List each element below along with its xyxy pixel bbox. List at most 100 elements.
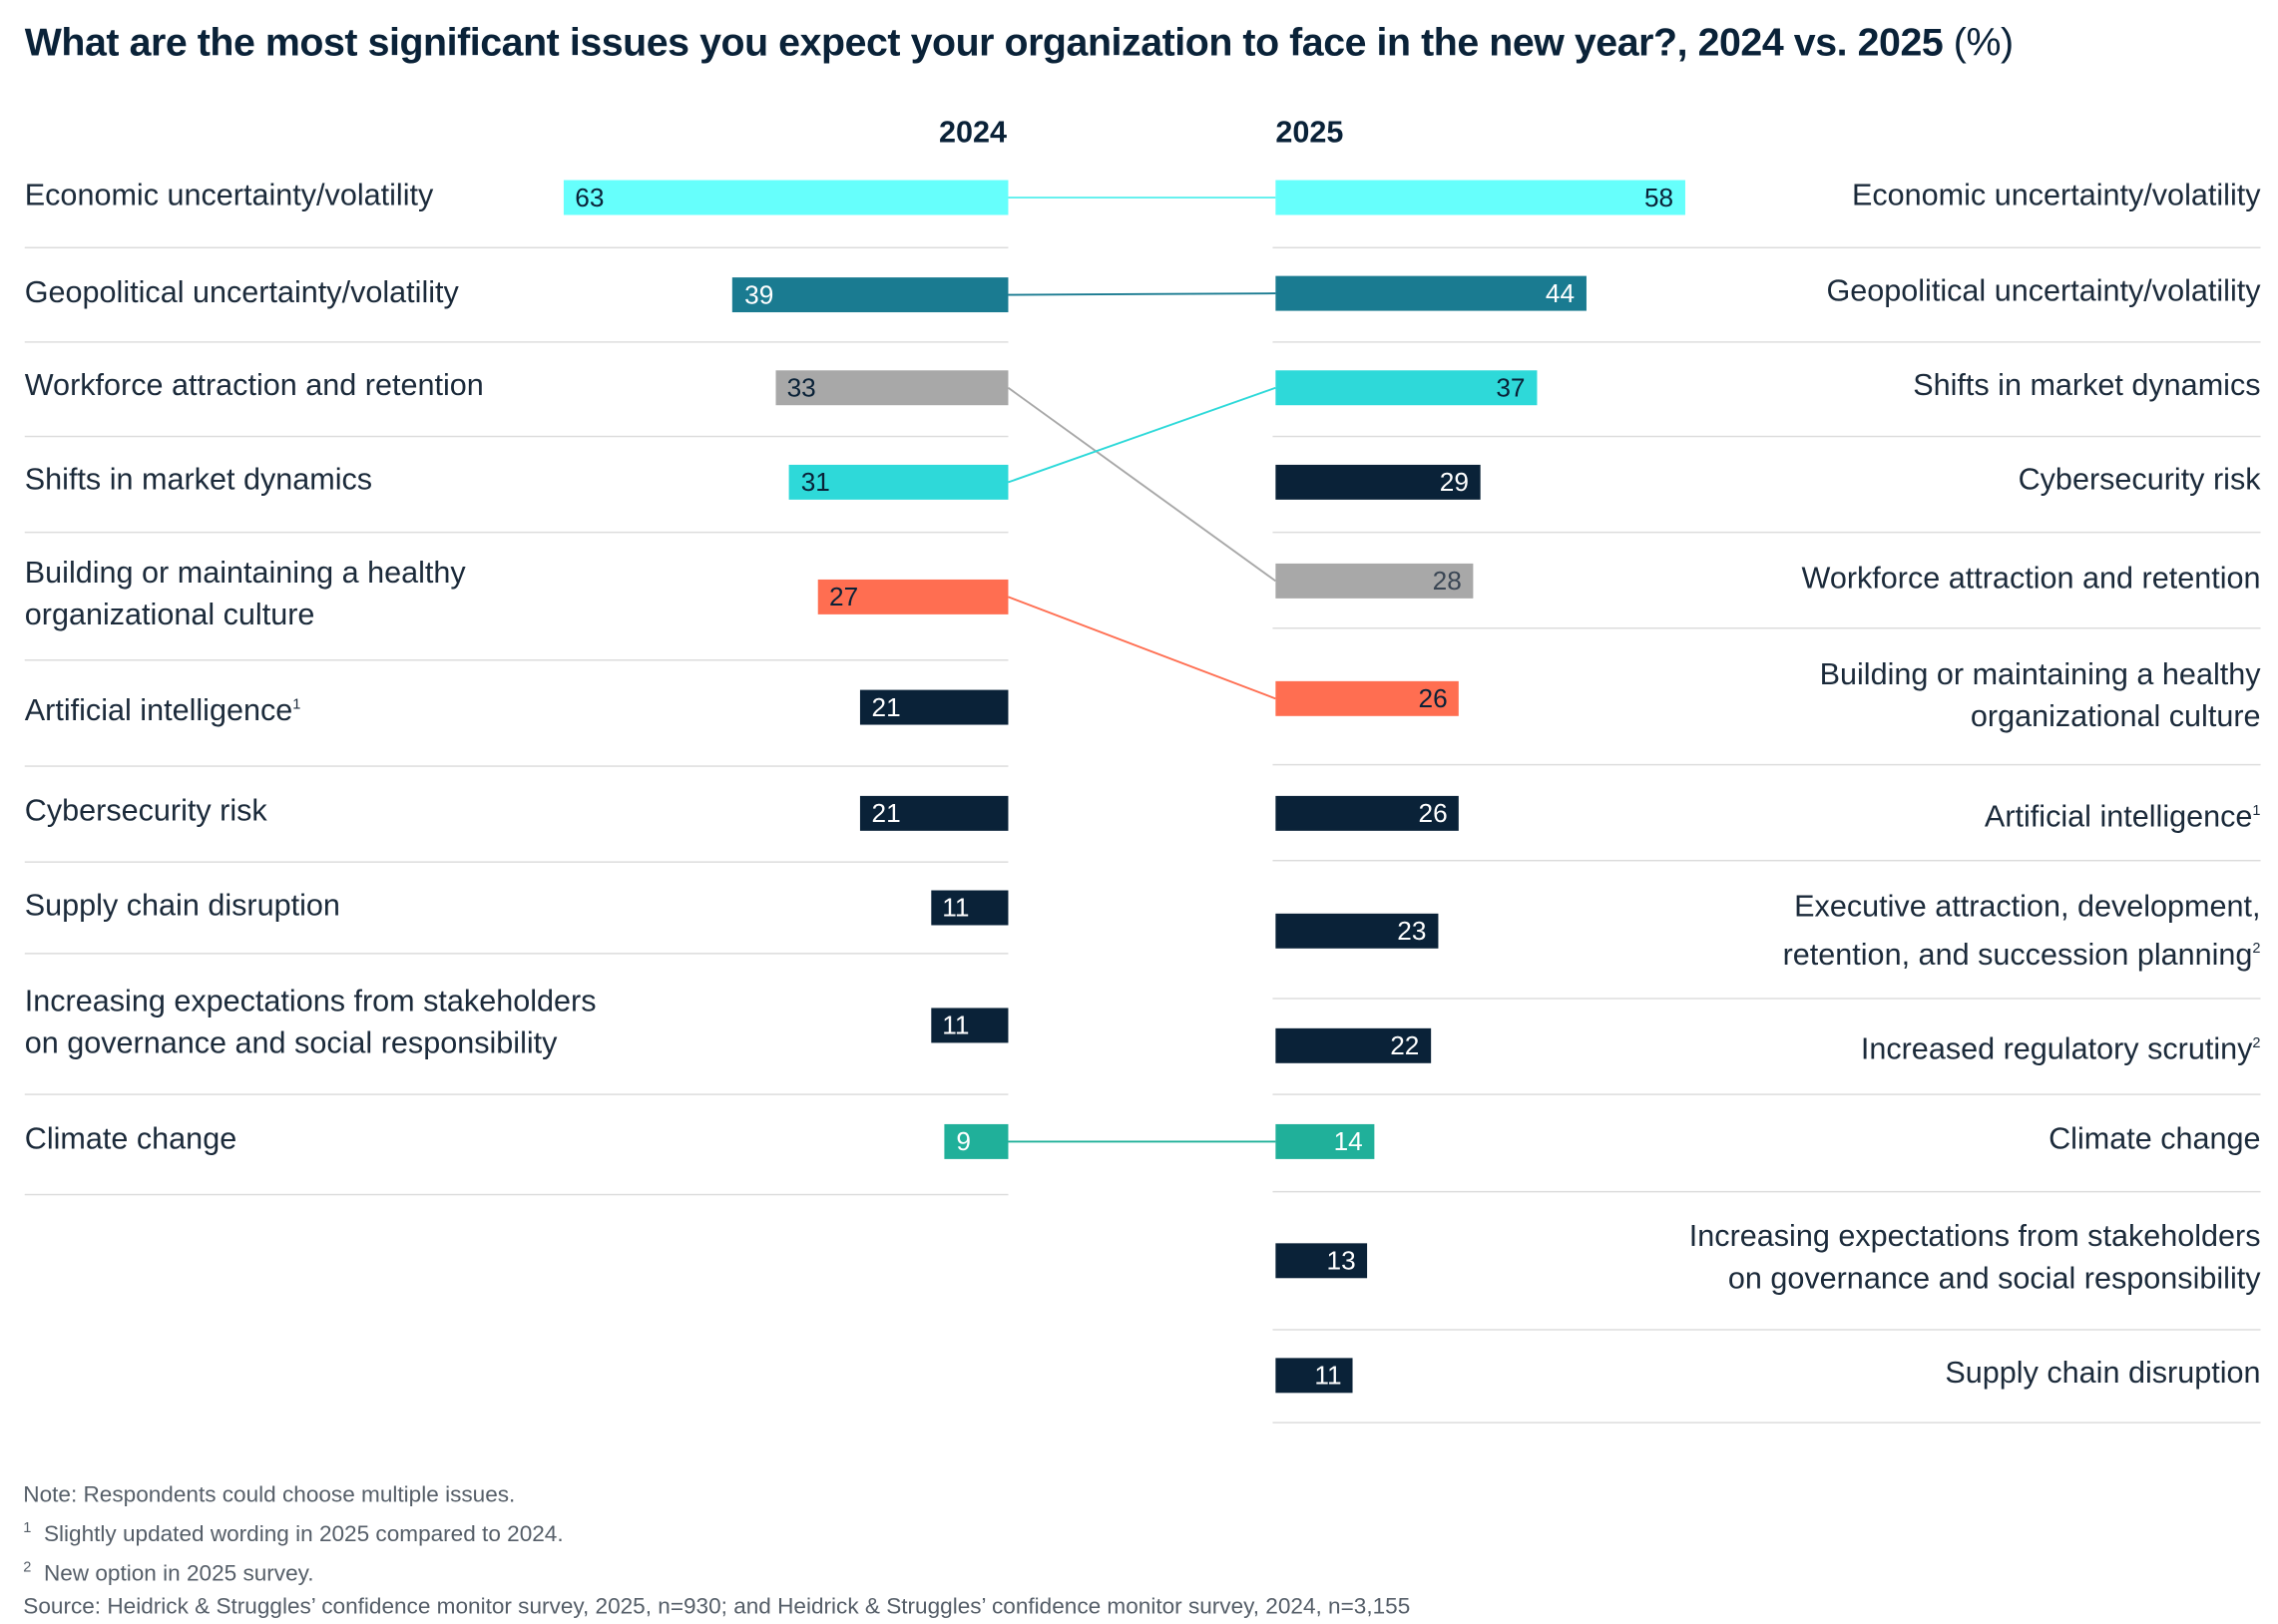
category-label: Economic uncertainty/volatility	[1851, 178, 2261, 211]
row-divider	[1272, 435, 2261, 438]
category-label: Shifts in market dynamics	[1913, 368, 2261, 402]
row-divider	[1272, 998, 2261, 1000]
category-label: Geopolitical uncertainty/volatility	[1826, 273, 2261, 307]
bar-2025: 22	[1275, 1027, 1432, 1063]
row-divider	[1272, 763, 2261, 766]
data-label: 39	[744, 280, 774, 310]
category-label: Supply chain disruption	[24, 888, 340, 922]
data-label: 37	[1496, 373, 1526, 403]
bar-2025: 26	[1275, 680, 1460, 716]
category-label: Climate change	[24, 1121, 237, 1156]
data-label: 63	[575, 183, 605, 212]
category-label: Increasing expectations from stakeholder…	[1688, 1220, 2261, 1296]
row-divider	[1272, 531, 2261, 534]
row-divider	[1272, 1190, 2261, 1193]
note: Note: Respondents could choose multiple …	[23, 1482, 516, 1508]
bar-2025: 11	[1275, 1358, 1354, 1394]
data-label: 21	[871, 798, 901, 828]
year-header-2024: 2024	[938, 116, 1008, 150]
category-label: Geopolitical uncertainty/volatility	[24, 274, 459, 309]
category-label: Cybersecurity risk	[24, 793, 267, 828]
connector-line	[1007, 386, 1276, 583]
bar-2024: 11	[930, 890, 1009, 926]
category-label: Increased regulatory scrutiny2	[1860, 1031, 2261, 1065]
bar-2024: 31	[789, 464, 1009, 500]
data-label: 26	[1418, 683, 1448, 713]
row-divider	[1272, 1329, 2261, 1331]
row-divider	[24, 659, 1009, 661]
row-divider	[24, 531, 1009, 534]
footnotes: Note: Respondents could choose multiple …	[23, 1478, 1410, 1624]
category-label: Building or maintaining a healthy organiz…	[24, 556, 466, 632]
connector-line	[1008, 292, 1276, 296]
bar-2024: 63	[563, 180, 1009, 215]
data-label: 21	[871, 692, 901, 722]
row-divider	[24, 341, 1009, 343]
data-label: 33	[786, 373, 816, 403]
bar-2024: 9	[944, 1123, 1009, 1159]
category-label: Increasing expectations from stakeholder…	[24, 985, 597, 1060]
category-label: Building or maintaining a healthy organiz…	[1819, 657, 2261, 734]
row-divider	[24, 1193, 1009, 1196]
data-label: 22	[1390, 1030, 1420, 1060]
bar-2024: 39	[732, 277, 1009, 313]
category-label: Supply chain disruption	[1945, 1356, 2261, 1390]
source: Source: Heidrick & Struggles’ confidence…	[23, 1595, 1411, 1620]
connector-line	[1008, 386, 1276, 484]
data-label: 11	[942, 893, 970, 923]
bar-2025: 28	[1275, 563, 1474, 599]
year-header-2025: 2025	[1275, 116, 1344, 150]
category-label: Workforce attraction and retention	[1801, 561, 2261, 596]
data-label: 28	[1432, 566, 1462, 596]
category-label: Artificial intelligence1	[24, 693, 301, 727]
data-label: 23	[1397, 916, 1427, 946]
data-label: 29	[1439, 467, 1469, 497]
row-divider	[24, 246, 1009, 248]
row-divider	[1272, 1093, 2261, 1095]
category-label: Cybersecurity risk	[2018, 462, 2261, 497]
bar-2025: 23	[1275, 913, 1439, 949]
bar-2025: 37	[1275, 370, 1538, 406]
bar-2025: 14	[1275, 1123, 1375, 1159]
data-label: 44	[1545, 278, 1576, 308]
data-label: 14	[1333, 1126, 1363, 1156]
category-label: Artificial intelligence1	[1984, 799, 2261, 834]
data-label: 27	[829, 582, 859, 611]
row-divider	[24, 765, 1009, 767]
bar-2025: 13	[1275, 1243, 1368, 1279]
connector-line	[1008, 596, 1276, 700]
row-divider	[24, 1093, 1009, 1095]
data-label: 11	[942, 1011, 970, 1040]
data-label: 31	[800, 467, 830, 497]
row-divider	[1272, 859, 2261, 862]
data-label: 11	[1314, 1361, 1342, 1391]
bar-2025: 58	[1275, 180, 1685, 215]
bar-2024: 21	[859, 795, 1009, 831]
row-divider	[24, 435, 1009, 438]
bar-2025: 29	[1275, 464, 1481, 500]
category-label: Workforce attraction and retention	[24, 368, 484, 402]
category-label: Shifts in market dynamics	[24, 462, 373, 497]
category-label: Economic uncertainty/volatility	[24, 178, 434, 211]
row-divider	[1272, 1421, 2261, 1423]
bar-2025: 26	[1275, 795, 1460, 831]
data-label: 26	[1418, 798, 1448, 828]
bar-2024: 27	[817, 579, 1009, 614]
bar-2024: 21	[859, 689, 1009, 725]
data-label: 58	[1643, 183, 1674, 212]
row-divider	[1272, 341, 2261, 343]
row-divider	[1272, 246, 2261, 248]
data-label: 13	[1326, 1246, 1356, 1276]
category-label: Executive attraction, development, retent…	[1782, 890, 2261, 973]
footnote-1: 1 Slightly updated wording in 2025 compa…	[23, 1520, 564, 1547]
category-label: Climate change	[2049, 1121, 2261, 1156]
chart-title: What are the most significant issues you…	[24, 20, 2014, 65]
bar-2025: 44	[1275, 275, 1587, 311]
data-label: 9	[956, 1126, 971, 1156]
row-divider	[24, 861, 1009, 863]
footnote-2: 2 New option in 2025 survey.	[23, 1559, 314, 1587]
row-divider	[24, 953, 1009, 955]
bar-2024: 33	[774, 370, 1009, 406]
